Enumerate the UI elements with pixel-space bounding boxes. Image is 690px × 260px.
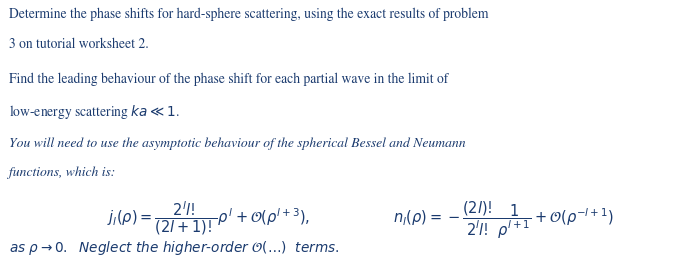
Text: functions, which is:: functions, which is: <box>9 166 115 179</box>
Text: Find the leading behaviour of the phase shift for each partial wave in the limit: Find the leading behaviour of the phase … <box>9 73 448 86</box>
Text: You will need to use the asymptotic behaviour of the spherical Bessel and Neuman: You will need to use the asymptotic beha… <box>9 138 466 150</box>
Text: $\mathit{as}\ \rho \to 0.\ \ \mathit{Neglect\ the\ higher\text{-}order}\ \mathca: $\mathit{as}\ \rho \to 0.\ \ \mathit{Neg… <box>9 239 339 257</box>
Text: Determine the phase shifts for hard-sphere scattering, using the exact results o: Determine the phase shifts for hard-sphe… <box>9 8 489 21</box>
Text: low-energy scattering $ka \ll 1$.: low-energy scattering $ka \ll 1$. <box>9 103 180 121</box>
Text: 3 on tutorial worksheet 2.: 3 on tutorial worksheet 2. <box>9 38 149 51</box>
Text: $j_l(\rho) = \dfrac{2^l l!}{(2l+1)!}\rho^{\,l} + \mathcal{O}(\rho^{l+3}),$: $j_l(\rho) = \dfrac{2^l l!}{(2l+1)!}\rho… <box>107 200 310 237</box>
Text: $n_l(\rho) = -\dfrac{(2l)!}{2^l l!}\dfrac{1}{\rho^{l+1}} + \mathcal{O}(\rho^{-l+: $n_l(\rho) = -\dfrac{(2l)!}{2^l l!}\dfra… <box>393 200 614 242</box>
